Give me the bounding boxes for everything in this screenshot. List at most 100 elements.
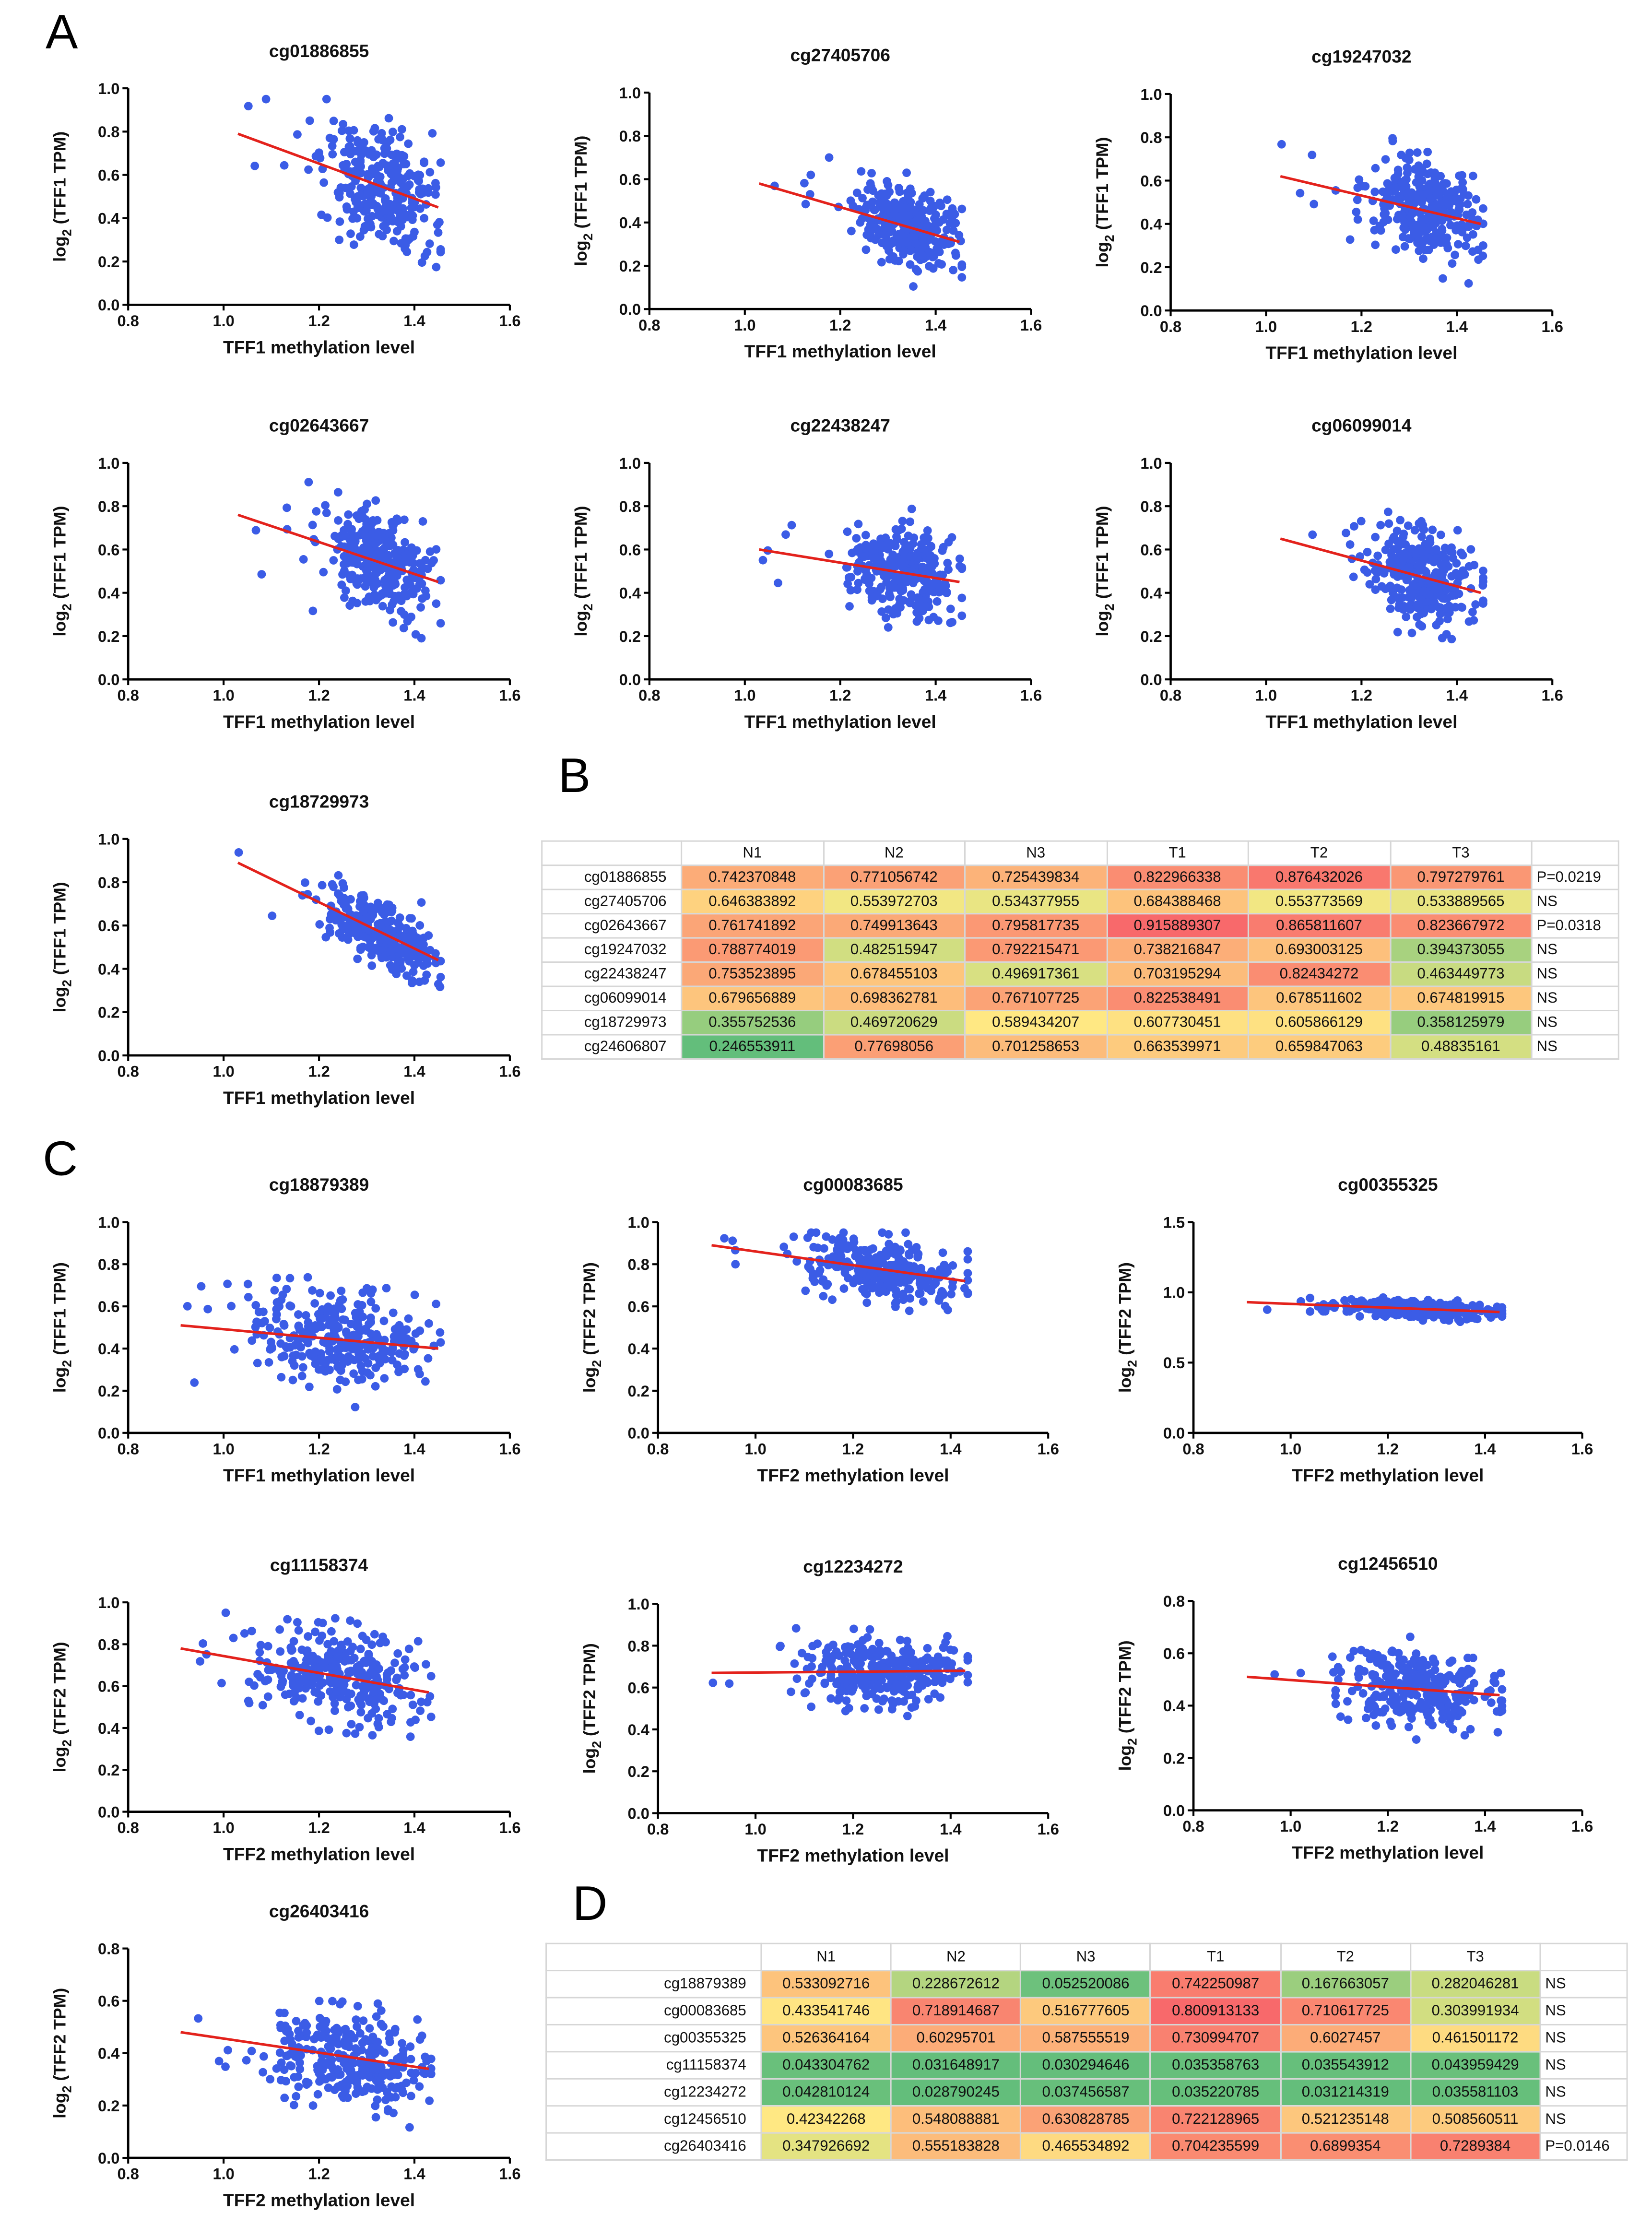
data-point: [1398, 557, 1407, 566]
y-tick-label: 0.4: [1140, 584, 1162, 602]
data-point: [388, 1704, 397, 1714]
data-point: [358, 1632, 367, 1641]
x-tick-label: 1.2: [1377, 1440, 1399, 1457]
data-point: [1479, 567, 1487, 575]
data-point: [344, 930, 354, 939]
heatmap-table-d: N1 N2 N3 T1 T2 T3 cg18879389 0.533092716 0.22867…: [545, 1942, 1628, 2161]
data-point: [431, 178, 440, 188]
data-point: [1402, 1674, 1411, 1682]
p-value: NS: [1531, 961, 1619, 987]
table-row: cg06099014 0.679656889 0.698362781 0.767107…: [541, 985, 1619, 1011]
data-point: [353, 1662, 362, 1671]
data-points: [244, 95, 445, 272]
data-point: [1442, 239, 1451, 249]
data-points: [1270, 1633, 1507, 1744]
data-point: [903, 1636, 911, 1645]
data-point: [1415, 246, 1424, 255]
heatmap-cell: 0.679656889: [681, 985, 824, 1011]
data-point: [1441, 1694, 1450, 1704]
heatmap-cell: 0.035220785: [1150, 2078, 1281, 2107]
x-tick-label: 1.2: [1377, 1817, 1399, 1835]
data-point: [731, 1260, 740, 1269]
data-point: [413, 1365, 423, 1374]
data-point: [381, 1346, 390, 1355]
data-point: [1308, 151, 1317, 159]
data-point: [321, 501, 330, 510]
x-tick-label: 1.2: [829, 316, 851, 334]
data-point: [321, 933, 330, 942]
data-point: [869, 1244, 877, 1253]
data-point: [1378, 1708, 1387, 1717]
heatmap-cell: 0.797279761: [1389, 864, 1533, 890]
data-point: [1417, 532, 1426, 541]
data-point: [402, 2078, 411, 2087]
data-point: [319, 568, 328, 577]
data-point: [1412, 1735, 1421, 1744]
heatmap-cell: 0.607730451: [1106, 1010, 1249, 1036]
data-point: [1423, 169, 1432, 178]
data-point: [1408, 1689, 1417, 1698]
data-point: [1377, 1661, 1386, 1670]
data-point: [353, 1619, 362, 1628]
data-point: [370, 562, 379, 571]
data-point: [259, 2052, 268, 2061]
data-point: [357, 2046, 366, 2055]
data-point: [864, 1253, 873, 1262]
data-point: [1432, 621, 1441, 630]
data-point: [371, 2049, 380, 2058]
data-point: [386, 906, 395, 915]
data-point: [347, 1656, 356, 1665]
x-tick-label: 1.4: [925, 686, 946, 704]
data-point: [963, 1670, 972, 1680]
data-point: [948, 1282, 957, 1291]
data-point: [387, 169, 396, 178]
y-axis-label: log2 (TFF2 TPM): [1115, 1262, 1139, 1393]
data-point: [376, 189, 385, 198]
data-point: [359, 138, 368, 147]
data-point: [874, 1639, 884, 1647]
regression-line: [758, 182, 960, 243]
data-point: [416, 603, 425, 612]
data-point: [369, 583, 378, 592]
data-point: [1401, 225, 1410, 234]
heatmap-cell: 0.722128965: [1150, 2105, 1281, 2134]
data-point: [367, 2084, 376, 2093]
data-point: [343, 2093, 352, 2102]
y-label-log: log: [50, 987, 70, 1012]
y-tick-label: 0.2: [98, 1004, 119, 1021]
y-label-log: log: [50, 611, 70, 636]
y-axis-label: log2 (TFF2 TPM): [50, 1988, 74, 2118]
data-point: [390, 2028, 399, 2037]
data-point: [797, 1648, 806, 1657]
data-point: [389, 159, 398, 168]
y-tick-label: 0.0: [98, 1803, 119, 1821]
y-tick-label: 0.4: [98, 584, 119, 602]
data-point: [1404, 521, 1413, 530]
data-point: [927, 1286, 936, 1295]
data-point: [1441, 604, 1451, 613]
heatmap-cell: 0.534377955: [964, 888, 1108, 915]
plot-title: cg18879389: [269, 1174, 369, 1195]
x-tick-label: 0.8: [1182, 1817, 1204, 1835]
heatmap-cell: 0.761741892: [681, 913, 824, 939]
data-point: [1428, 525, 1437, 534]
data-point: [279, 1320, 288, 1328]
data-point: [1389, 1647, 1397, 1657]
heatmap-cell: 0.738216847: [1106, 937, 1249, 963]
column-header: T3: [1409, 1942, 1541, 1972]
x-tick-label: 0.8: [118, 312, 139, 330]
column-header: N2: [822, 840, 966, 866]
data-point: [337, 531, 346, 540]
data-point: [728, 1236, 737, 1245]
data-point: [411, 1663, 420, 1672]
corner-cell: [545, 1942, 762, 1972]
row-label: cg22438247: [541, 961, 683, 987]
data-point: [404, 1314, 413, 1323]
data-point: [1393, 572, 1402, 581]
data-point: [1457, 1667, 1466, 1676]
data-point: [957, 593, 967, 603]
data-point: [365, 2024, 374, 2033]
data-point: [243, 1279, 252, 1289]
data-point: [827, 1664, 837, 1673]
y-tick-label: 0.4: [98, 210, 119, 227]
